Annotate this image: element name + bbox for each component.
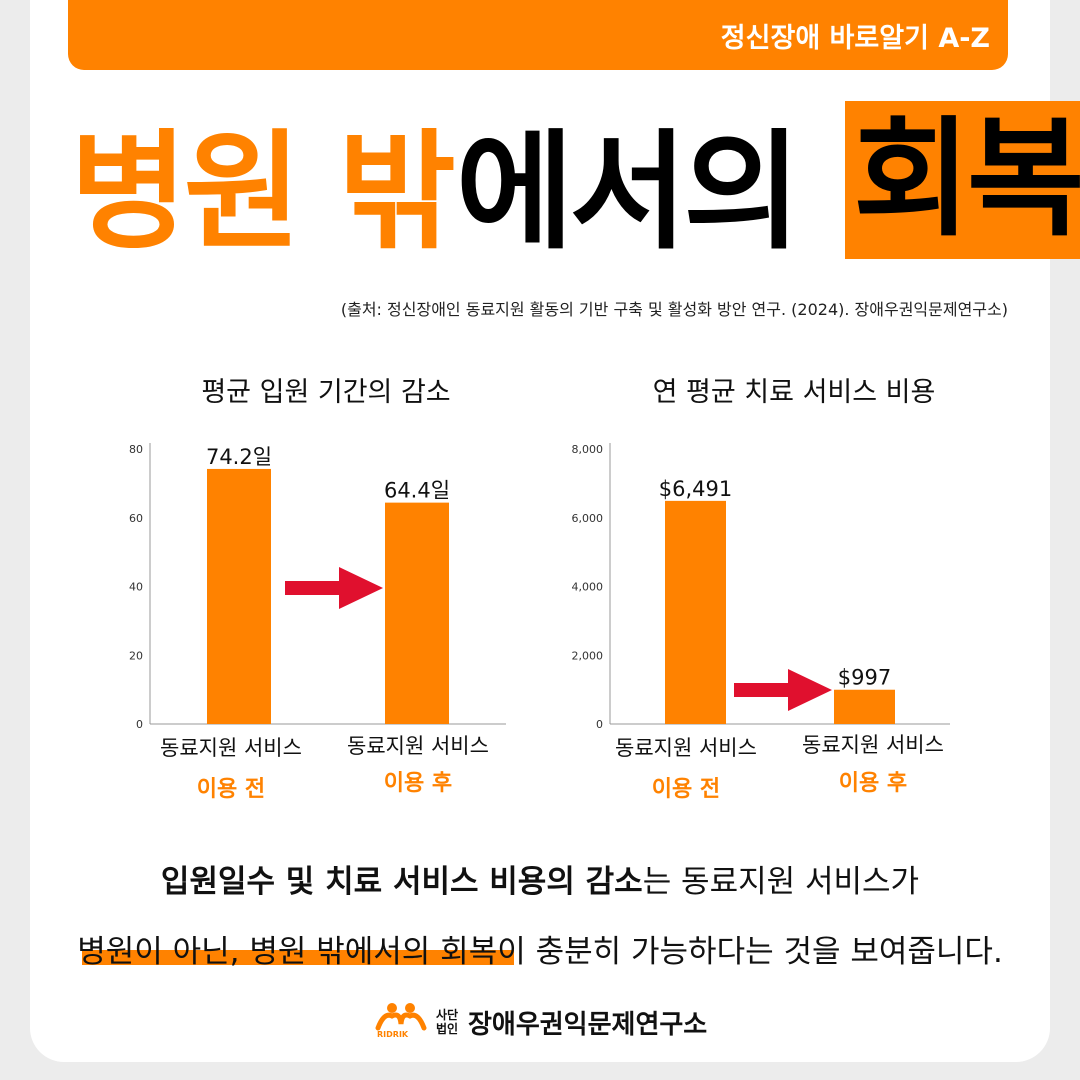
summary-rest-2: 이 충분히 가능하다는 것을 보여줍니다. — [497, 934, 1003, 970]
bar — [385, 502, 449, 724]
summary-rest-1: 는 동료지원 서비스가 — [642, 864, 920, 900]
y-tick-label: 60 — [129, 512, 143, 525]
x-category-sublabel: 이용 전 — [197, 777, 265, 802]
footer-logo: RIDRIK 사단 법인 장애우권익문제연구소 — [374, 1002, 707, 1042]
bar-data-label: $6,491 — [659, 477, 732, 501]
bar — [834, 689, 895, 724]
source-citation: (출처: 정신장애인 동료지원 활동의 기반 구축 및 활성화 방안 연구. (… — [340, 300, 1008, 319]
corp-type: 사단 법인 — [436, 1008, 459, 1036]
summary-line-1: 입원일수 및 치료 서비스 비용의 감소는 동료지원 서비스가 — [0, 856, 1080, 901]
headline-black: 에서의 — [455, 117, 801, 267]
summary-highlight: 병원이 아닌, 병원 밖에서의 회복 — [77, 934, 498, 970]
highlight-underline — [82, 950, 514, 965]
y-tick-label: 2,000 — [572, 649, 604, 662]
top-banner: 정신장애 바로알기 A-Z — [68, 0, 1008, 70]
bar — [665, 500, 726, 724]
headline: 병원 밖 에서의 회복 — [70, 100, 1080, 267]
y-tick-label: 20 — [129, 649, 143, 662]
summary-bold: 입원일수 및 치료 서비스 비용의 감소 — [160, 864, 643, 900]
series-label: 정신장애 바로알기 A-Z — [720, 23, 990, 54]
x-category-label: 동료지원 서비스 — [802, 733, 944, 757]
headline-boxed: 회복 — [845, 101, 1080, 259]
y-tick-label: 8,000 — [572, 443, 604, 456]
decrease-arrow-icon — [734, 669, 832, 711]
y-tick-label: 40 — [129, 581, 143, 594]
x-category-sublabel: 이용 후 — [384, 771, 452, 796]
y-tick-label: 0 — [596, 718, 603, 731]
y-tick-label: 4,000 — [572, 581, 604, 594]
y-tick-label: 80 — [129, 443, 143, 456]
summary-line-2: 병원이 아닌, 병원 밖에서의 회복이 충분히 가능하다는 것을 보여줍니다. — [0, 926, 1080, 971]
bar-data-label: 64.4일 — [384, 479, 450, 503]
y-tick-label: 6,000 — [572, 512, 604, 525]
bar-data-label: $997 — [838, 666, 891, 690]
x-category-label: 동료지원 서비스 — [160, 736, 302, 760]
x-category-sublabel: 이용 전 — [652, 777, 720, 802]
bar-data-label: 74.2일 — [206, 445, 272, 469]
people-logo-icon: RIDRIK — [374, 1002, 428, 1042]
logo-text: RIDRIK — [377, 1030, 409, 1039]
bar — [207, 468, 271, 724]
org-name: 장애우권익문제연구소 — [468, 1009, 708, 1040]
decrease-arrow-icon — [285, 567, 383, 609]
chart-title-cost: 연 평균 치료 서비스 비용 — [652, 377, 936, 408]
chart-title-stay: 평균 입원 기간의 감소 — [201, 377, 451, 408]
headline-orange: 병원 밖 — [70, 117, 456, 267]
x-category-label: 동료지원 서비스 — [615, 736, 757, 760]
x-category-label: 동료지원 서비스 — [347, 734, 489, 758]
x-category-sublabel: 이용 후 — [839, 771, 907, 796]
y-tick-label: 0 — [136, 718, 143, 731]
